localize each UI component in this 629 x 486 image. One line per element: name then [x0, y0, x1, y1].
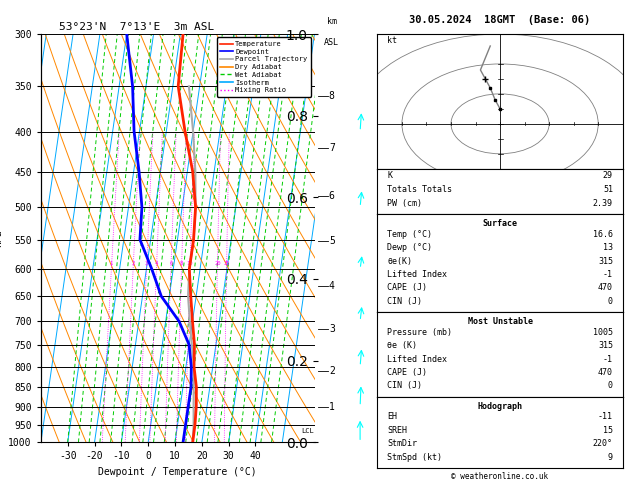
Text: 2.39: 2.39 — [593, 199, 613, 208]
Text: θe(K): θe(K) — [387, 257, 412, 266]
Text: kt: kt — [387, 36, 397, 45]
Text: -1: -1 — [603, 270, 613, 279]
Text: 30.05.2024  18GMT  (Base: 06): 30.05.2024 18GMT (Base: 06) — [409, 15, 591, 25]
Text: © weatheronline.co.uk: © weatheronline.co.uk — [452, 472, 548, 481]
Text: -1: -1 — [603, 355, 613, 364]
Text: ASL: ASL — [325, 38, 339, 47]
Text: Surface: Surface — [482, 219, 518, 228]
Text: 315: 315 — [598, 257, 613, 266]
Text: 51: 51 — [603, 185, 613, 194]
Text: Dewp (°C): Dewp (°C) — [387, 243, 432, 252]
Text: 53°23'N  7°13'E  3m ASL: 53°23'N 7°13'E 3m ASL — [59, 21, 214, 32]
Text: Totals Totals: Totals Totals — [387, 185, 452, 194]
Text: 2: 2 — [131, 261, 135, 266]
Text: km: km — [327, 17, 337, 26]
Text: 29: 29 — [603, 171, 613, 180]
Text: Lifted Index: Lifted Index — [387, 355, 447, 364]
Text: Most Unstable: Most Unstable — [467, 317, 533, 326]
Legend: Temperature, Dewpoint, Parcel Trajectory, Dry Adiabat, Wet Adiabat, Isotherm, Mi: Temperature, Dewpoint, Parcel Trajectory… — [216, 37, 311, 97]
Text: Temp (°C): Temp (°C) — [387, 230, 432, 239]
Text: 20: 20 — [214, 261, 221, 266]
Text: 3: 3 — [329, 324, 335, 333]
Text: Pressure (mb): Pressure (mb) — [387, 328, 452, 337]
Text: 15: 15 — [603, 426, 613, 435]
Text: 13: 13 — [603, 243, 613, 252]
Text: 1: 1 — [109, 261, 113, 266]
Text: 8: 8 — [180, 261, 183, 266]
Text: 9: 9 — [608, 453, 613, 462]
Text: -11: -11 — [598, 413, 613, 421]
Text: 0: 0 — [608, 297, 613, 306]
Text: 470: 470 — [598, 368, 613, 377]
Text: 4: 4 — [329, 280, 335, 291]
Text: StmSpd (kt): StmSpd (kt) — [387, 453, 442, 462]
Text: CIN (J): CIN (J) — [387, 297, 422, 306]
Text: 7: 7 — [329, 143, 335, 153]
Text: EH: EH — [387, 413, 397, 421]
Text: K: K — [387, 171, 392, 180]
Text: PW (cm): PW (cm) — [387, 199, 422, 208]
Text: 4: 4 — [155, 261, 158, 266]
Text: 6: 6 — [169, 261, 172, 266]
Text: 315: 315 — [598, 341, 613, 350]
Text: 0: 0 — [608, 382, 613, 390]
Text: 470: 470 — [598, 283, 613, 293]
Text: 3: 3 — [145, 261, 148, 266]
Text: 2: 2 — [329, 366, 335, 376]
Text: StmDir: StmDir — [387, 439, 417, 449]
Text: Lifted Index: Lifted Index — [387, 270, 447, 279]
Text: CIN (J): CIN (J) — [387, 382, 422, 390]
Text: 6: 6 — [329, 191, 335, 201]
Text: 10: 10 — [187, 261, 193, 266]
X-axis label: Dewpoint / Temperature (°C): Dewpoint / Temperature (°C) — [98, 467, 257, 477]
Text: LCL: LCL — [301, 428, 314, 434]
Text: 25: 25 — [223, 261, 230, 266]
Text: θe (K): θe (K) — [387, 341, 417, 350]
Text: 220°: 220° — [593, 439, 613, 449]
Text: 5: 5 — [329, 236, 335, 246]
Text: CAPE (J): CAPE (J) — [387, 368, 427, 377]
Text: 1: 1 — [329, 401, 335, 412]
Text: 16.6: 16.6 — [593, 230, 613, 239]
Y-axis label: hPa: hPa — [0, 229, 3, 247]
Text: 1005: 1005 — [593, 328, 613, 337]
Text: Hodograph: Hodograph — [477, 401, 523, 411]
Text: 8: 8 — [329, 91, 335, 101]
Text: CAPE (J): CAPE (J) — [387, 283, 427, 293]
Text: SREH: SREH — [387, 426, 407, 435]
